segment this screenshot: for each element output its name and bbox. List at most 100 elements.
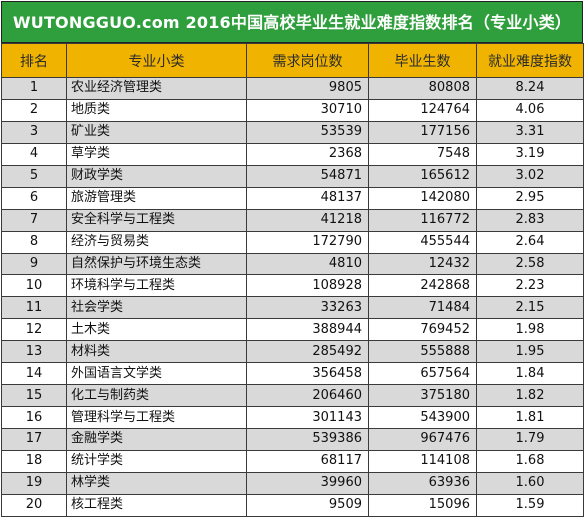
rank-cell: 14 [1,362,67,386]
table-row: 11 社会学类 33263 71484 2.15 [1,296,584,320]
index-cell: 1.68 [476,449,584,473]
demand-cell: 108928 [246,274,369,298]
index-cell: 2.83 [476,208,584,232]
major-cell: 草学类 [66,142,247,166]
demand-cell: 206460 [246,384,369,408]
demand-cell: 301143 [246,406,369,429]
major-cell: 统计学类 [66,449,247,473]
demand-cell: 388944 [246,318,369,342]
table-row: 6 旅游管理类 48137 142080 2.95 [1,186,584,210]
rank-cell: 10 [1,274,67,298]
column-header-rank: 排名 [1,43,67,78]
graduates-cell: 124764 [368,98,477,122]
index-cell: 1.98 [476,318,584,342]
table-row: 15 化工与制药类 206460 375180 1.82 [1,384,584,408]
rank-cell: 3 [1,120,67,144]
major-cell: 安全科学与工程类 [66,208,247,232]
demand-cell: 39960 [246,471,369,495]
graduates-cell: 769452 [368,318,477,342]
index-cell: 1.95 [476,340,584,364]
index-cell: 3.31 [476,120,584,144]
rank-cell: 7 [1,208,67,232]
rank-cell: 13 [1,340,67,364]
rank-cell: 18 [1,449,67,473]
graduates-cell: 80808 [368,77,477,100]
major-cell: 社会学类 [66,296,247,320]
graduates-cell: 657564 [368,362,477,386]
column-header-index: 就业难度指数 [476,43,584,78]
table-row: 7 安全科学与工程类 41218 116772 2.83 [1,208,584,232]
rank-cell: 17 [1,428,67,451]
demand-cell: 2368 [246,142,369,166]
demand-cell: 285492 [246,340,369,364]
table-row: 9 自然保护与环境生态类 4810 12432 2.58 [1,252,584,276]
major-cell: 土木类 [66,318,247,342]
graduates-cell: 7548 [368,142,477,166]
column-header-demand: 需求岗位数 [246,43,369,78]
graduates-cell: 114108 [368,449,477,473]
demand-cell: 30710 [246,98,369,122]
demand-cell: 41218 [246,208,369,232]
index-cell: 4.06 [476,98,584,122]
table-row: 18 统计学类 68117 114108 1.68 [1,449,584,473]
column-header-major: 专业小类 [66,43,247,78]
major-cell: 管理科学与工程类 [66,406,247,429]
index-cell: 2.15 [476,296,584,320]
table-row: 10 环境科学与工程类 108928 242868 2.23 [1,274,584,298]
index-cell: 3.19 [476,142,584,166]
demand-cell: 539386 [246,428,369,451]
table-row: 1 农业经济管理类 9805 80808 8.24 [1,77,584,100]
graduates-cell: 12432 [368,252,477,276]
ranking-table: 排名 专业小类 需求岗位数 毕业生数 就业难度指数 1 农业经济管理类 9805 80… [1,43,584,517]
rank-cell: 16 [1,406,67,429]
index-cell: 3.02 [476,164,584,188]
index-cell: 1.82 [476,384,584,408]
rank-cell: 9 [1,252,67,276]
rank-cell: 11 [1,296,67,320]
index-cell: 2.58 [476,252,584,276]
demand-cell: 54871 [246,164,369,188]
demand-cell: 9509 [246,493,369,517]
graduates-cell: 165612 [368,164,477,188]
index-cell: 1.84 [476,362,584,386]
table-row: 5 财政学类 54871 165612 3.02 [1,164,584,188]
index-cell: 1.60 [476,471,584,495]
rank-cell: 12 [1,318,67,342]
graduates-cell: 967476 [368,428,477,451]
graduates-cell: 71484 [368,296,477,320]
graduates-cell: 15096 [368,493,477,517]
rank-cell: 5 [1,164,67,188]
demand-cell: 53539 [246,120,369,144]
graduates-cell: 455544 [368,230,477,254]
rank-cell: 20 [1,493,67,517]
demand-cell: 33263 [246,296,369,320]
graduates-cell: 177156 [368,120,477,144]
graduates-cell: 242868 [368,274,477,298]
table-row: 20 核工程类 9509 15096 1.59 [1,493,584,517]
index-cell: 2.95 [476,186,584,210]
major-cell: 自然保护与环境生态类 [66,252,247,276]
table-row: 19 林学类 39960 63936 1.60 [1,471,584,495]
major-cell: 旅游管理类 [66,186,247,210]
major-cell: 矿业类 [66,120,247,144]
graduates-cell: 63936 [368,471,477,495]
table-row: 2 地质类 30710 124764 4.06 [1,98,584,122]
rank-cell: 2 [1,98,67,122]
table-row: 3 矿业类 53539 177156 3.31 [1,120,584,144]
table-row: 13 材料类 285492 555888 1.95 [1,340,584,364]
major-cell: 地质类 [66,98,247,122]
rank-cell: 8 [1,230,67,254]
major-cell: 外国语言文学类 [66,362,247,386]
major-cell: 金融学类 [66,428,247,451]
demand-cell: 172790 [246,230,369,254]
major-cell: 林学类 [66,471,247,495]
index-cell: 2.64 [476,230,584,254]
rank-cell: 6 [1,186,67,210]
index-cell: 1.79 [476,428,584,451]
major-cell: 财政学类 [66,164,247,188]
table-row: 4 草学类 2368 7548 3.19 [1,142,584,166]
table-row: 14 外国语言文学类 356458 657564 1.84 [1,362,584,386]
index-cell: 1.59 [476,493,584,517]
graduates-cell: 543900 [368,406,477,429]
